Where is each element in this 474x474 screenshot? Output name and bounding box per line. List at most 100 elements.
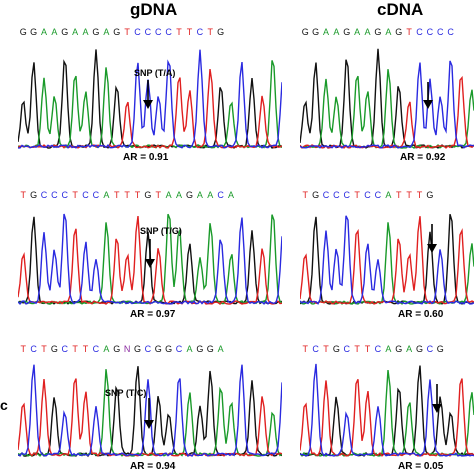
trace-c: [18, 213, 282, 305]
base-call: G: [312, 27, 320, 37]
base-call: C: [175, 344, 183, 354]
base-call: A: [228, 190, 235, 200]
base-call: A: [103, 27, 110, 37]
base-call: G: [113, 344, 121, 354]
base-call: T: [155, 190, 162, 200]
base-call: T: [302, 190, 308, 200]
base-call: C: [61, 190, 69, 200]
base-call: C: [196, 27, 204, 37]
base-call: C: [51, 190, 58, 200]
trace-c: [18, 49, 282, 149]
base-call: C: [134, 27, 141, 37]
base-call: G: [206, 344, 214, 354]
base-call: A: [406, 344, 413, 354]
trace-t: [300, 75, 474, 149]
base-call: T: [406, 190, 412, 200]
allele-ratio-row1-gdna: AR = 0.91: [123, 152, 169, 163]
base-call: T: [354, 344, 360, 354]
base-call: C: [61, 344, 69, 354]
base-call: G: [92, 27, 100, 37]
base-call: C: [92, 190, 100, 200]
snp-arrow-row3-cdna: [432, 384, 442, 413]
base-call: C: [322, 190, 330, 200]
base-call: A: [51, 27, 58, 37]
base-call: A: [385, 27, 392, 37]
base-call: N: [123, 344, 131, 354]
allele-ratio-row2-cdna: AR = 0.60: [398, 309, 444, 320]
base-call: A: [196, 190, 203, 200]
base-call: G: [301, 27, 309, 37]
base-call: T: [406, 27, 412, 37]
snp-label-row3: SNP (T/C): [105, 388, 147, 398]
base-call: A: [176, 190, 183, 200]
base-call: C: [343, 344, 351, 354]
snp-arrow-row2-cdna: [427, 224, 437, 253]
base-call: C: [437, 27, 444, 37]
base-call: G: [436, 344, 444, 354]
base-call: T: [134, 190, 141, 200]
allele-ratio-row2-gdna: AR = 0.97: [130, 309, 176, 320]
base-call: C: [92, 344, 100, 354]
base-call: C: [333, 190, 340, 200]
base-call: T: [20, 190, 26, 200]
snp-arrow-row2-gdna: [145, 239, 155, 268]
base-call: G: [415, 344, 423, 354]
base-call: T: [72, 190, 78, 200]
base-call: G: [374, 27, 382, 37]
base-call: G: [196, 344, 204, 354]
base-call: A: [72, 27, 79, 37]
base-call: G: [113, 27, 121, 37]
base-call: G: [30, 190, 38, 200]
base-call: A: [207, 190, 214, 200]
base-call: G: [165, 344, 173, 354]
base-call: T: [186, 27, 193, 37]
base-call: T: [124, 27, 130, 37]
base-call: C: [426, 27, 434, 37]
base-call: T: [323, 344, 329, 354]
base-call: T: [20, 344, 26, 354]
base-call: T: [41, 344, 47, 354]
base-call: T: [416, 190, 423, 200]
chromatogram-row3-gdna: [18, 364, 282, 458]
trace-t: [300, 378, 474, 457]
header-cdna: cDNA: [377, 0, 424, 19]
base-call: A: [165, 190, 172, 200]
base-call: T: [207, 27, 213, 37]
base-call: G: [144, 190, 152, 200]
base-call: C: [426, 344, 434, 354]
base-call: T: [176, 27, 182, 37]
trace-c: [300, 215, 474, 305]
base-call: C: [82, 190, 89, 200]
base-call: C: [447, 27, 454, 37]
chromatogram-row1-gdna: [18, 49, 282, 149]
base-call: G: [19, 27, 27, 37]
base-call: A: [103, 344, 110, 354]
allele-ratio-row3-cdna: AR = 0.05: [398, 461, 444, 472]
base-call: C: [155, 27, 162, 37]
base-call: C: [30, 344, 37, 354]
snp-arrow-row1-gdna: [143, 80, 153, 109]
chromatogram-row2-cdna: [300, 214, 474, 306]
base-call: C: [144, 344, 152, 354]
snp-label-row2: SNP (T/G): [140, 226, 182, 236]
chromatogram-row1-cdna: [300, 48, 474, 149]
base-call: T: [72, 344, 78, 354]
base-call: T: [354, 190, 360, 200]
trace-c: [300, 60, 474, 149]
allele-ratio-row1-cdna: AR = 0.92: [400, 152, 446, 163]
base-call: C: [312, 344, 319, 354]
chromatogram-row3-cdna: [300, 363, 474, 458]
snp-arrow-row1-cdna: [423, 82, 433, 109]
base-call: T: [395, 190, 402, 200]
base-call: A: [385, 190, 392, 200]
base-call: G: [133, 344, 141, 354]
trace-a: [18, 369, 282, 458]
base-call: G: [154, 344, 162, 354]
base-call: T: [302, 344, 308, 354]
base-call: G: [50, 344, 58, 354]
base-call: C: [165, 27, 172, 37]
